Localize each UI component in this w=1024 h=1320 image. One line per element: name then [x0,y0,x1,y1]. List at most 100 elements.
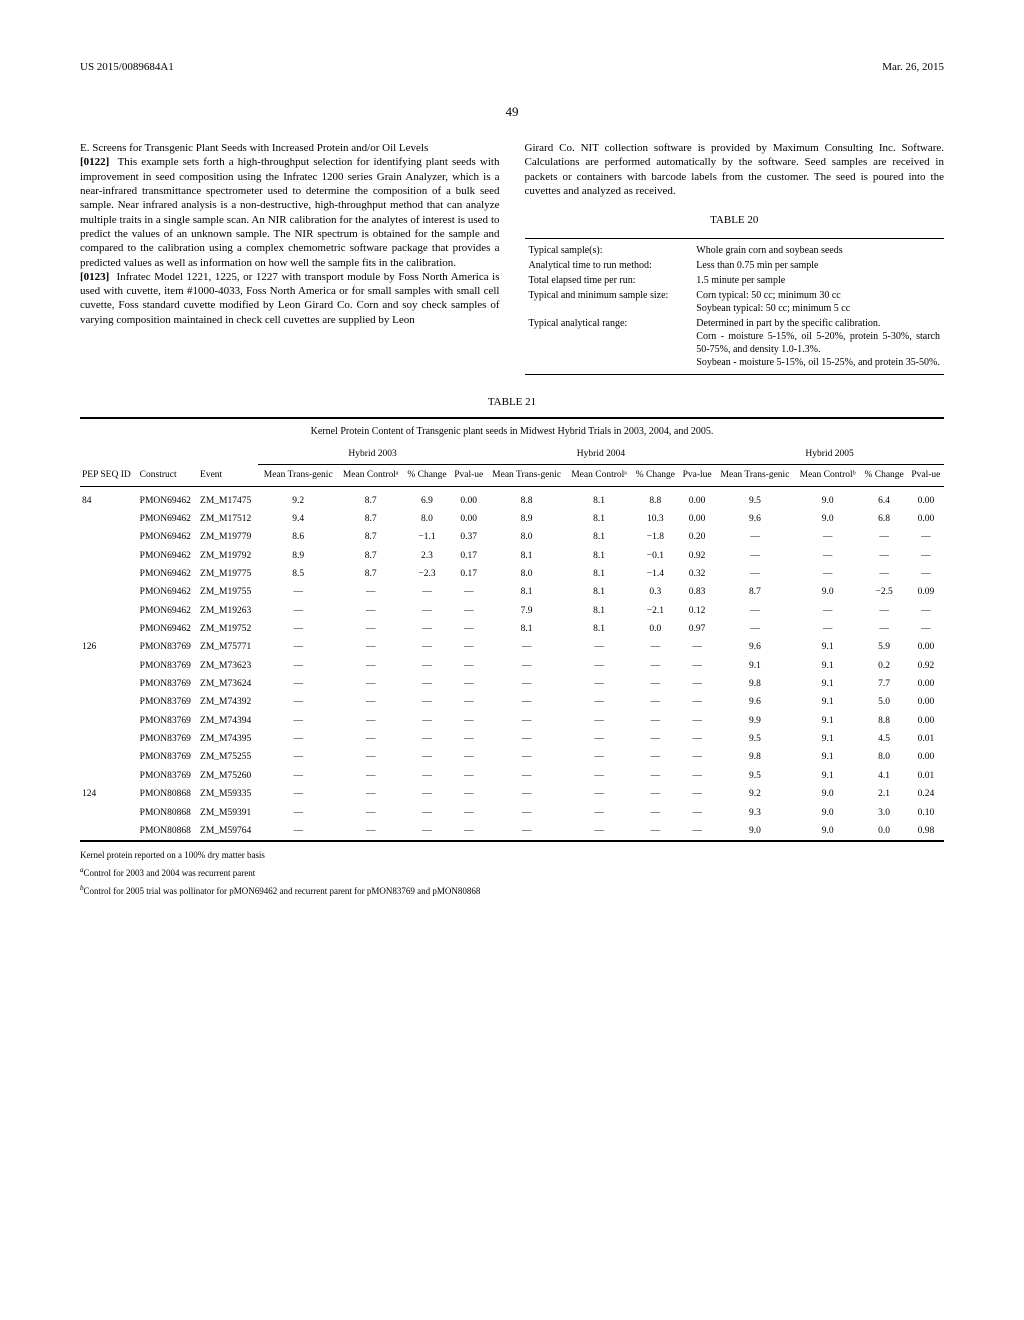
table21-cell: — [679,822,715,840]
table21-cell [80,822,138,840]
table21-cell: ZM_M75771 [198,638,258,656]
table21-cell: — [487,675,567,693]
table20-value: 1.5 minute per sample [692,273,944,288]
table21-cell: — [258,785,338,803]
table21-cell: — [338,657,403,675]
table21-cell: 0.00 [908,693,944,711]
table21-cell: — [566,785,631,803]
table21-cell: 0.97 [679,620,715,638]
table21-cell: — [451,767,487,785]
table21-cell: — [338,602,403,620]
table21-title: TABLE 21 [80,395,944,409]
table21-cell: — [338,583,403,601]
table21-cell [80,675,138,693]
table21-cell: — [487,712,567,730]
table21-cell: — [566,657,631,675]
table21-cell: PMON80868 [138,822,198,840]
table21-cell: 6.8 [860,510,907,528]
table21-cell: — [487,730,567,748]
table21-cell: 8.7 [338,486,403,510]
table21-cell: PMON83769 [138,638,198,656]
table21-cell: 0.0 [632,620,679,638]
table21-cell: PMON83769 [138,730,198,748]
table21-cell: — [679,730,715,748]
col-head: Pval-ue [908,465,944,486]
table21-cell: — [403,602,450,620]
table21-cell: 8.8 [487,486,567,510]
table21-cell: — [338,693,403,711]
table21-cell: — [403,583,450,601]
table21-cell: — [632,712,679,730]
table21-cell: 0.0 [860,822,907,840]
table21-cell: — [258,638,338,656]
paragraph-continuation: Girard Co. NIT collection software is pr… [525,141,945,198]
year-group: Hybrid 2004 [487,444,715,465]
table21-cell: ZM_M74394 [198,712,258,730]
col-head: Construct [138,465,198,486]
table21-cell: 8.5 [258,565,338,583]
table21-cell: 124 [80,785,138,803]
table21-cell: 8.1 [566,486,631,510]
table21-cell: ZM_M17512 [198,510,258,528]
year-group: Hybrid 2005 [715,444,944,465]
col-head: Mean Controlᵇ [795,465,861,486]
table20-param: Total elapsed time per run: [525,273,693,288]
table21-cell [80,804,138,822]
table21-cell: — [258,804,338,822]
table21-cell: — [403,675,450,693]
table21-cell: — [566,822,631,840]
table21-cell: 9.6 [715,510,795,528]
table21-cell: 8.8 [632,486,679,510]
table21-cell [80,693,138,711]
table21-cell: 9.5 [715,730,795,748]
table21-cell: — [451,785,487,803]
table21-cell: — [632,675,679,693]
table21-cell: — [258,767,338,785]
table21-cell: — [338,804,403,822]
table21-cell: — [487,748,567,766]
table21-cell: PMON83769 [138,748,198,766]
table21-cell: 8.1 [487,583,567,601]
table21-cell: 9.2 [715,785,795,803]
table21-cell: 9.5 [715,486,795,510]
table20-title: TABLE 20 [525,213,945,227]
table21-cell: — [632,638,679,656]
table21-cell: 9.8 [715,748,795,766]
table21-cell: 0.01 [908,767,944,785]
table21-cell: 0.20 [679,528,715,546]
table21-cell: 9.0 [795,486,861,510]
table21-cell: −2.3 [403,565,450,583]
table21-cell: ZM_M19263 [198,602,258,620]
table21-cell: — [679,804,715,822]
table21-cell: — [451,712,487,730]
table21-cell: 9.0 [795,822,861,840]
table21-cell: 9.1 [795,767,861,785]
table21-cell: — [451,693,487,711]
table21-cell: ZM_M19755 [198,583,258,601]
table21-cell: PMON69462 [138,510,198,528]
left-column: E. Screens for Transgenic Plant Seeds wi… [80,141,500,374]
footnote-a: Control for 2003 and 2004 was recurrent … [84,868,256,878]
table21-cell: ZM_M59391 [198,804,258,822]
table21-cell: ZM_M19775 [198,565,258,583]
paragraph-number: [0122] [80,156,109,168]
table21-cell: — [908,565,944,583]
table21-cell: 7.9 [487,602,567,620]
table21-cell: 84 [80,486,138,510]
table21-cell: 8.1 [566,528,631,546]
table21-cell: PMON83769 [138,657,198,675]
table21-cell: — [258,620,338,638]
table21-cell: 8.7 [338,565,403,583]
paragraph-number: [0123] [80,271,109,283]
table21-cell: 9.9 [715,712,795,730]
table21-cell: ZM_M73623 [198,657,258,675]
table21-cell: — [258,730,338,748]
table21-cell: 8.0 [860,748,907,766]
col-head: Pval-ue [451,465,487,486]
table21-cell: — [487,804,567,822]
table21-cell: — [338,620,403,638]
table21-cell: — [632,785,679,803]
table21-cell: 6.4 [860,486,907,510]
table21-cell: 9.5 [715,767,795,785]
table21-cell: — [338,822,403,840]
